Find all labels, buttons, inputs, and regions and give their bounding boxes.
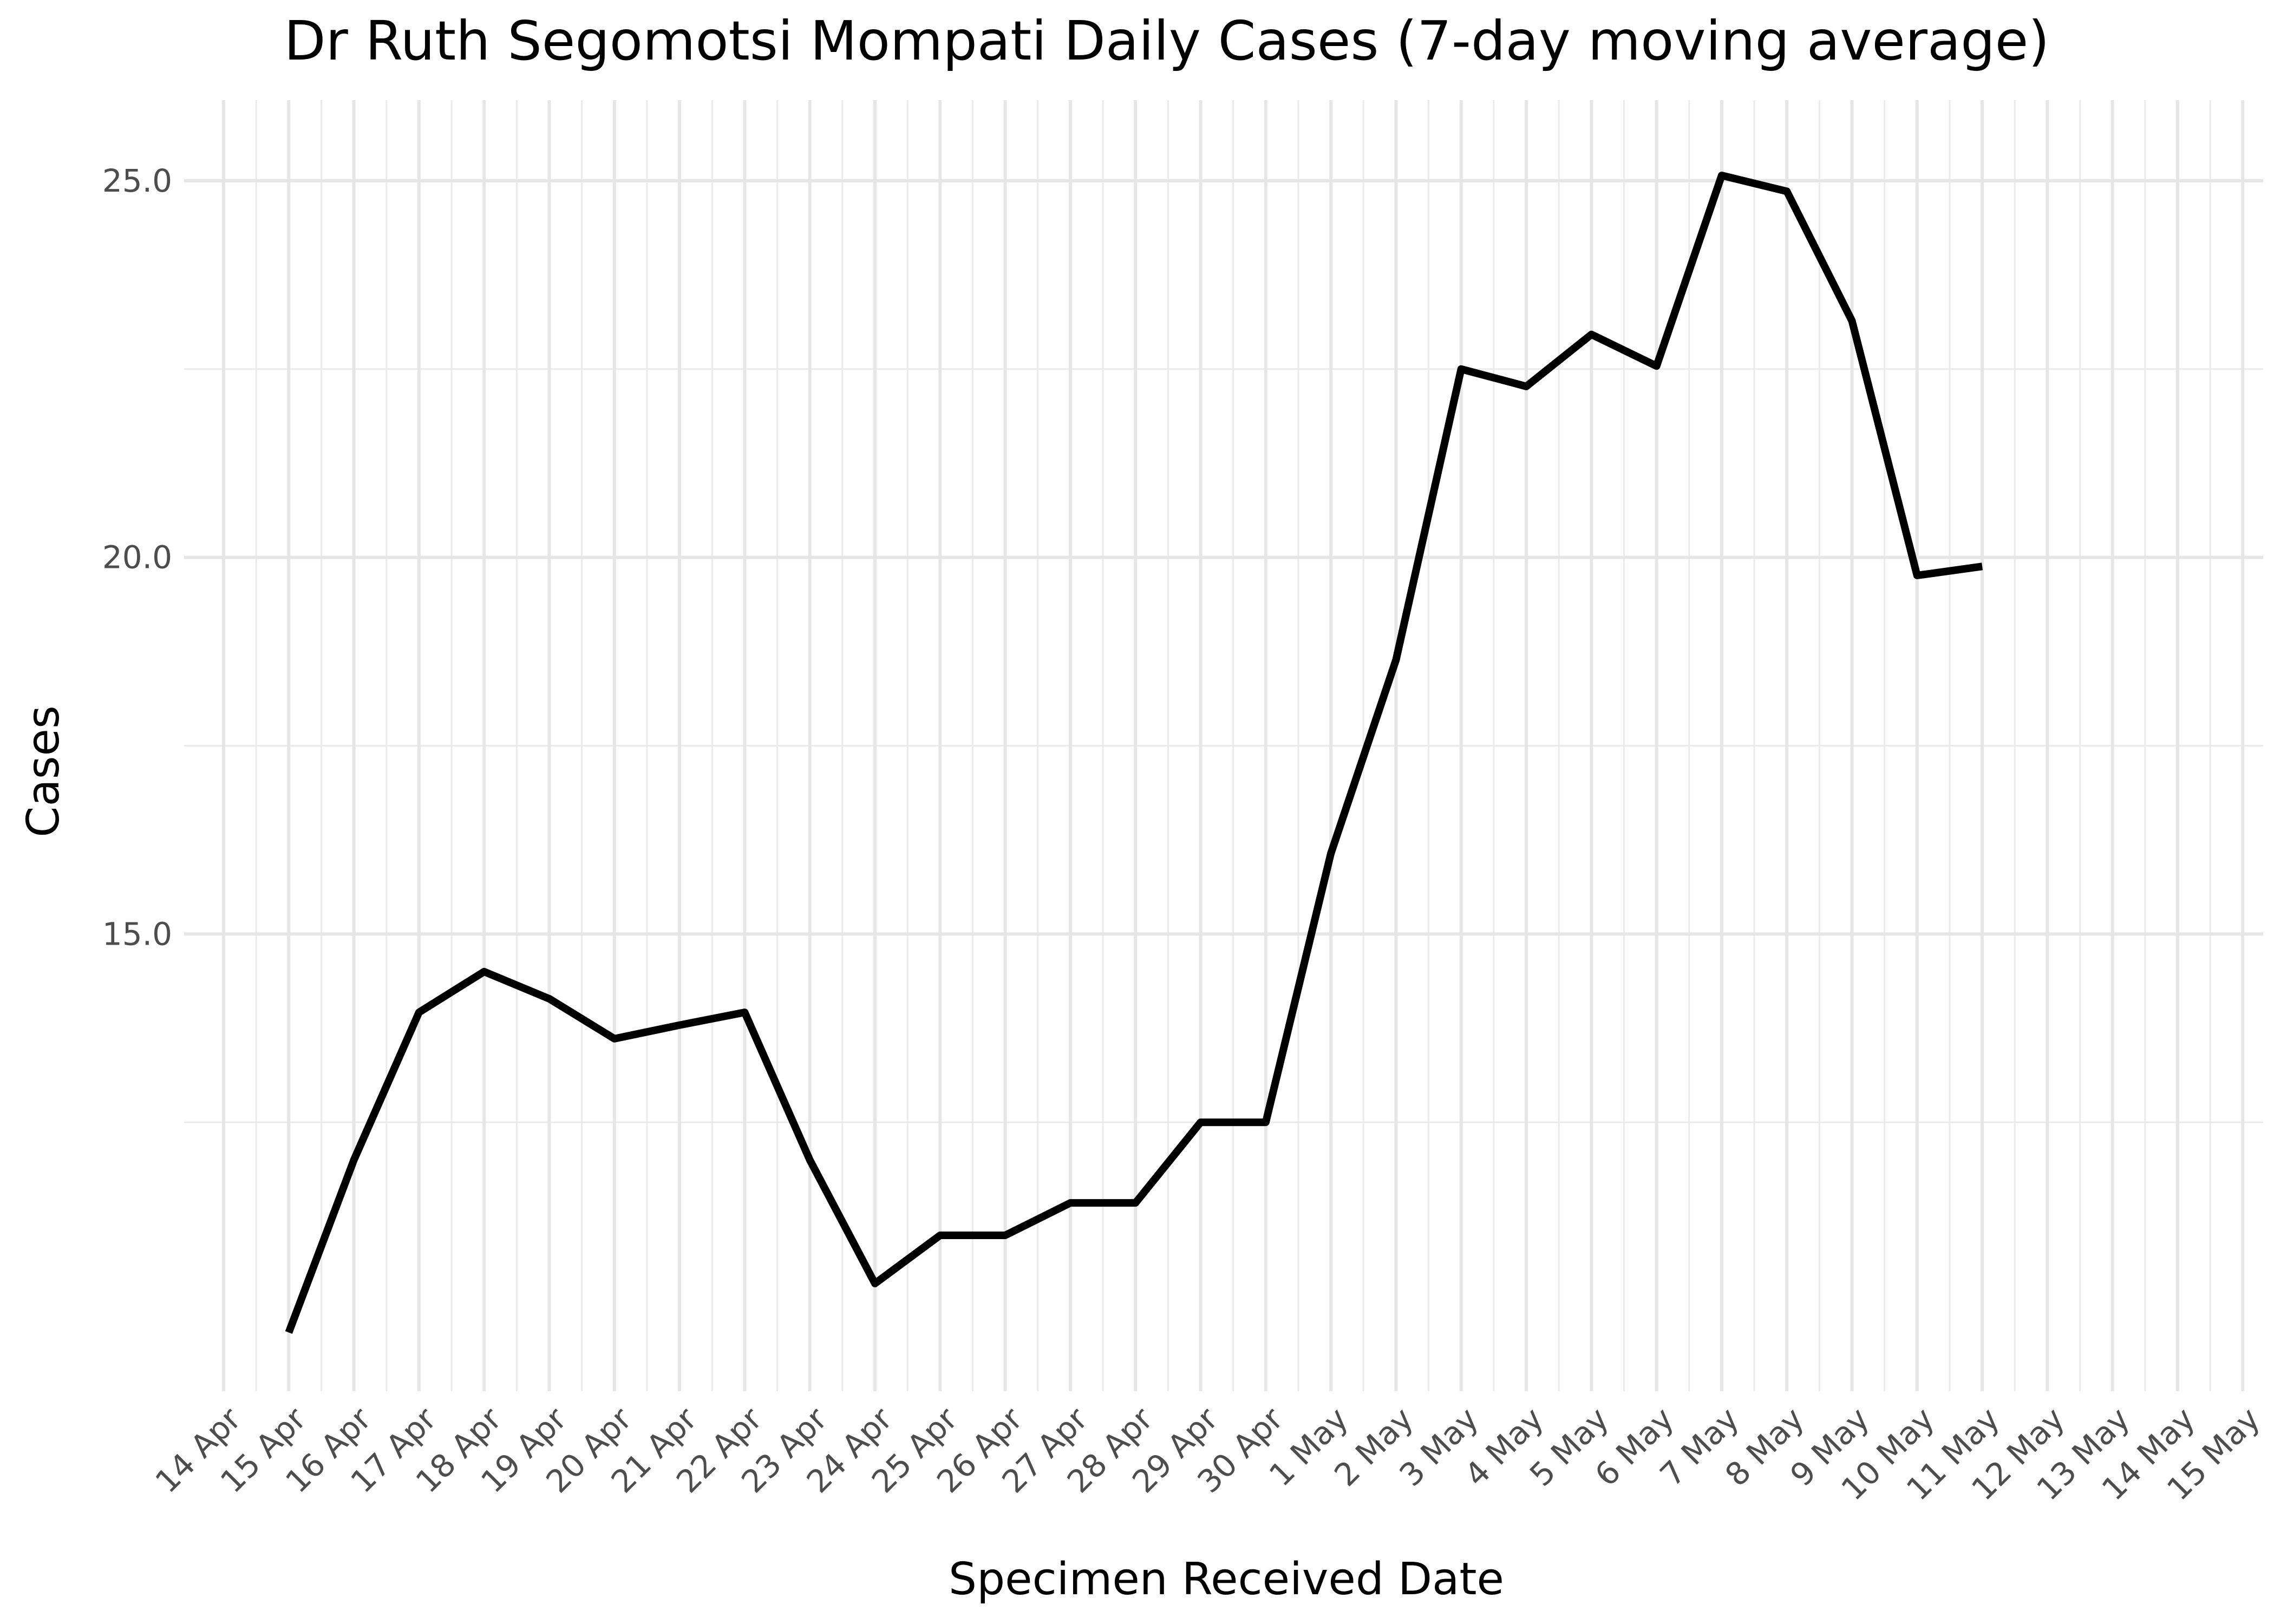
y-tick-label: 25.0: [102, 162, 172, 199]
x-axis-title: Specimen Received Date: [949, 1554, 1504, 1605]
major-gridlines: [184, 100, 2263, 1391]
y-tick-label: 20.0: [102, 539, 172, 576]
y-axis-title: Cases: [18, 705, 69, 837]
minor-gridlines: [184, 100, 2263, 1391]
series-layer: [285, 172, 1983, 1334]
series-line: [285, 172, 1983, 1334]
y-axis-tick-labels: 15.0 20.0 25.0: [102, 162, 172, 952]
y-tick-label: 15.0: [102, 915, 172, 952]
chart-title: Dr Ruth Segomotsi Mompati Daily Cases (7…: [284, 9, 2050, 73]
